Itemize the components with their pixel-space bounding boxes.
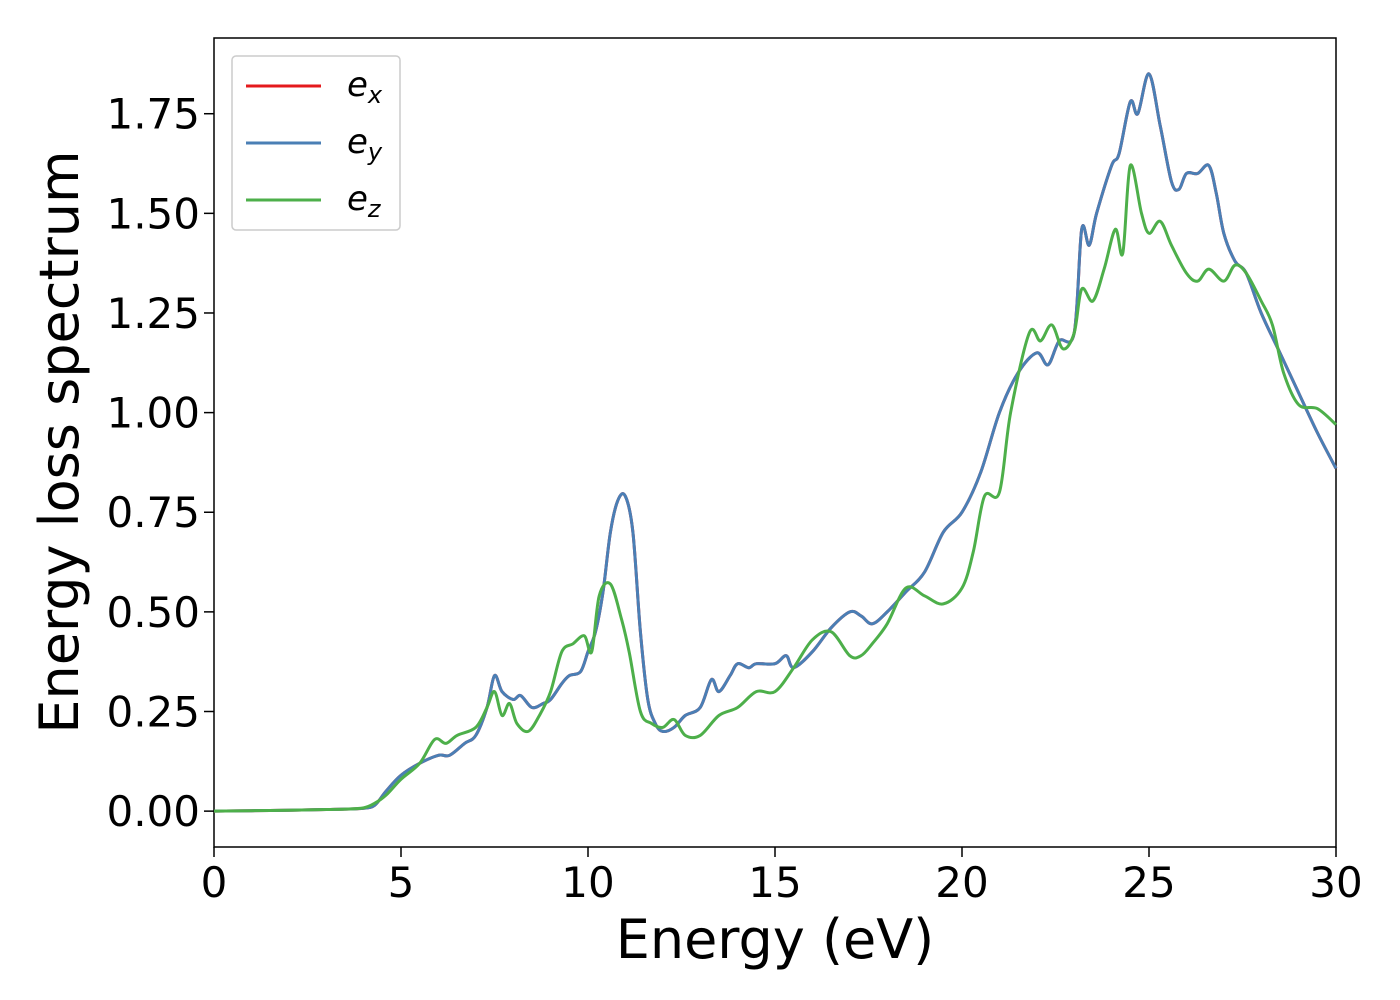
- x-axis-label: Energy (eV): [616, 908, 935, 971]
- series-line-ez: [213, 163, 1338, 813]
- legend-label: ey: [347, 122, 383, 166]
- y-tick-label: 0.25: [106, 688, 200, 737]
- y-tick-label: 0.00: [106, 787, 200, 836]
- plot-area: [213, 37, 1338, 848]
- y-tick-label: 1.25: [106, 289, 200, 338]
- series-line-ey: [213, 72, 1338, 813]
- legend: ex ey ez: [231, 55, 401, 231]
- plot-frame: [213, 37, 1337, 848]
- y-tick-label: 1.00: [106, 389, 200, 438]
- x-tick-label: 20: [935, 858, 988, 907]
- legend-label: ex: [347, 65, 383, 109]
- x-tick-label: 30: [1309, 858, 1362, 907]
- x-tick-label: 5: [388, 858, 415, 907]
- x-tick-label: 25: [1122, 858, 1175, 907]
- y-tick-label: 1.75: [106, 90, 200, 139]
- y-tick-label: 0.75: [106, 488, 200, 537]
- y-tick-label: 1.50: [106, 189, 200, 238]
- x-tick-label: 15: [748, 858, 801, 907]
- x-axis-ticks: 0 5 10 15 20 25 30: [201, 847, 1363, 907]
- x-tick-label: 10: [561, 858, 614, 907]
- x-tick-label: 0: [201, 858, 228, 907]
- legend-label: ez: [347, 179, 382, 223]
- y-axis-label: Energy loss spectrum: [28, 150, 91, 733]
- y-axis-ticks: 0.00 0.25 0.50 0.75 1.00 1.25 1.50 1.75: [106, 90, 214, 836]
- series-layer: [213, 72, 1338, 813]
- y-tick-label: 0.50: [106, 588, 200, 637]
